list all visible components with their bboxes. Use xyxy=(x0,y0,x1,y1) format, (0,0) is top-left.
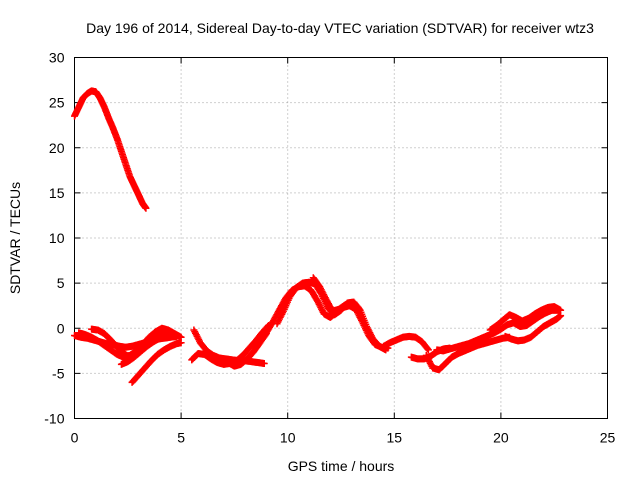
plot-frame xyxy=(74,57,608,419)
gridlines xyxy=(74,57,608,419)
y-tick-label: 20 xyxy=(49,140,65,156)
data-point xyxy=(142,204,150,212)
x-tick-label: 5 xyxy=(177,430,185,446)
series-arc-16 xyxy=(433,306,562,355)
y-axis-label: SDTVAR / TECUs xyxy=(7,182,23,294)
x-tick-label: 20 xyxy=(493,430,509,446)
data-point xyxy=(177,339,185,347)
series-arc-1 xyxy=(71,87,150,212)
series-arc-12 xyxy=(309,274,362,315)
data-point xyxy=(260,359,268,367)
x-axis-label: GPS time / hours xyxy=(288,458,395,474)
series-arc-17 xyxy=(486,303,565,334)
series-arc-13 xyxy=(380,332,432,354)
data-series xyxy=(71,87,565,386)
x-tick-label: 15 xyxy=(387,430,403,446)
series-arc-5 xyxy=(128,339,185,386)
y-tick-label: 0 xyxy=(57,320,65,336)
axis-ticks: 0 5 10 15 20 25 -10 -5 0 5 10 15 20 25 30 xyxy=(44,50,615,446)
data-point xyxy=(424,345,432,353)
data-point xyxy=(169,330,177,338)
y-tick-label: -10 xyxy=(44,411,64,427)
x-tick-label: 0 xyxy=(71,430,79,446)
data-point xyxy=(557,312,565,320)
data-point xyxy=(354,303,362,311)
y-tick-label: 30 xyxy=(49,50,65,66)
y-tick-label: 5 xyxy=(57,275,65,291)
series-arc-18 xyxy=(501,312,565,345)
data-point xyxy=(424,346,432,354)
x-tick-label: 10 xyxy=(280,430,296,446)
y-tick-label: -5 xyxy=(52,365,65,381)
x-tick-label: 25 xyxy=(600,430,616,446)
chart-title: Day 196 of 2014, Sidereal Day-to-day VTE… xyxy=(86,20,594,36)
y-tick-label: 10 xyxy=(49,230,65,246)
y-tick-label: 15 xyxy=(49,185,65,201)
series-arc-6 xyxy=(117,330,177,368)
y-tick-label: 25 xyxy=(49,95,65,111)
